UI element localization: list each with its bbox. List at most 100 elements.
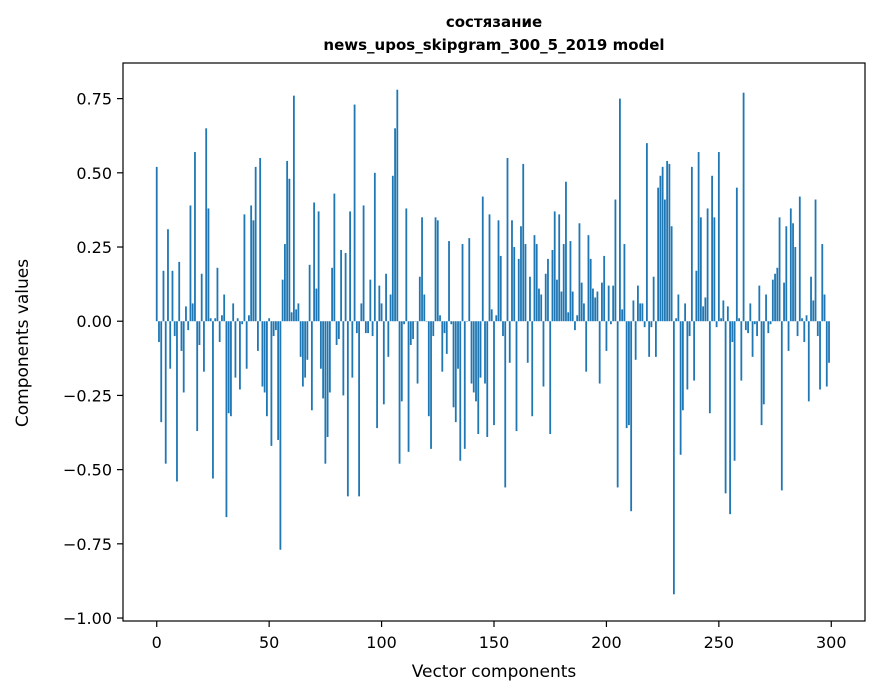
bar-142	[475, 321, 477, 402]
bar-91	[360, 303, 363, 322]
bar-13	[185, 306, 187, 322]
bar-43	[252, 220, 255, 322]
bar-110	[403, 321, 405, 325]
bar-242	[699, 217, 702, 322]
bar-292	[812, 300, 815, 322]
bar-164	[524, 244, 527, 322]
y-axis-label: Components values	[13, 259, 33, 427]
bar-225	[661, 166, 664, 322]
bar-100	[380, 303, 383, 322]
bar-9	[176, 321, 178, 482]
chart-title-line-1: состязание	[446, 13, 542, 31]
y-tick-label: −0.75	[63, 535, 112, 554]
bar-238	[690, 166, 693, 322]
bar-196	[596, 291, 599, 322]
bar-177	[553, 211, 556, 322]
bar-205	[616, 321, 619, 488]
bar-74	[322, 321, 325, 399]
bar-51	[270, 321, 273, 446]
bar-96	[371, 321, 374, 337]
y-tick-label: −0.25	[63, 386, 112, 405]
bar-258	[735, 187, 738, 322]
bar-275	[774, 273, 776, 322]
bar-161	[517, 258, 520, 322]
bar-172	[542, 321, 545, 387]
bar-228	[668, 163, 671, 322]
bar-132	[452, 321, 455, 408]
bar-291	[810, 276, 812, 322]
bar-27	[216, 267, 219, 322]
bar-274	[771, 279, 774, 322]
bar-209	[625, 321, 628, 429]
bar-201	[607, 285, 610, 322]
bar-4	[164, 321, 167, 464]
bar-41	[248, 315, 250, 322]
bar-42	[250, 205, 253, 322]
bar-107	[396, 89, 399, 322]
bar-45	[257, 321, 259, 351]
bar-233	[679, 321, 682, 455]
bar-73	[319, 321, 322, 369]
bar-166	[529, 276, 531, 322]
bar-88	[353, 104, 356, 322]
bar-35	[234, 321, 237, 378]
bar-213	[634, 321, 637, 360]
bar-226	[663, 199, 666, 322]
bar-61	[292, 95, 295, 322]
bar-117	[418, 276, 421, 322]
x-tick-label: 150	[479, 633, 510, 652]
bar-83	[342, 321, 345, 396]
bar-247	[711, 175, 714, 322]
bar-129	[445, 321, 448, 354]
bar-182	[565, 181, 567, 322]
bar-127	[441, 321, 444, 372]
bar-262	[744, 321, 747, 331]
bar-145	[481, 196, 484, 322]
bar-240	[695, 270, 698, 322]
bar-261	[742, 92, 745, 322]
bar-63	[297, 303, 300, 322]
bar-58	[286, 160, 289, 322]
bar-294	[816, 321, 819, 337]
bar-257	[733, 321, 736, 461]
x-tick-label: 50	[259, 633, 279, 652]
bar-29	[221, 315, 223, 322]
bar-255	[729, 321, 731, 515]
bar-208	[623, 244, 626, 322]
bar-254	[726, 306, 729, 322]
bar-12	[182, 321, 185, 393]
bar-56	[281, 279, 284, 322]
bar-72	[317, 211, 320, 322]
bar-272	[767, 321, 770, 334]
bar-210	[628, 321, 630, 426]
bar-34	[232, 303, 235, 322]
bar-149	[490, 309, 493, 322]
bar-266	[753, 321, 756, 325]
bar-183	[567, 312, 570, 322]
bar-46	[259, 157, 262, 322]
bar-62	[295, 309, 298, 322]
bar-37	[239, 321, 241, 390]
bar-264	[749, 303, 752, 322]
bar-144	[479, 321, 482, 378]
bar-206	[619, 98, 621, 322]
bar-231	[675, 318, 678, 322]
y-tick-label: 0.50	[76, 164, 112, 183]
bar-189	[580, 282, 583, 322]
bar-168	[533, 235, 536, 322]
bar-57	[283, 244, 286, 322]
bar-277	[778, 217, 781, 322]
bar-67	[306, 321, 309, 360]
bar-22	[205, 128, 208, 322]
bar-10	[178, 261, 181, 322]
bar-223	[657, 187, 660, 322]
bar-181	[562, 244, 565, 322]
bar-69	[310, 321, 313, 411]
bar-116	[416, 321, 419, 384]
bar-104	[389, 294, 392, 322]
bar-227	[666, 160, 669, 322]
x-tick-label: 100	[366, 633, 397, 652]
bar-70	[313, 202, 316, 322]
y-tick-label: −1.00	[63, 609, 112, 628]
bar-289	[805, 315, 808, 322]
